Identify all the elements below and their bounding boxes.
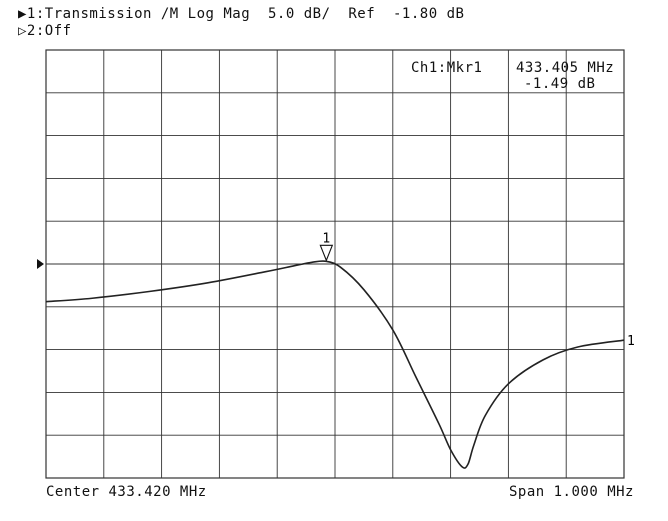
- span-frequency: Span 1.000 MHz: [508, 484, 634, 500]
- center-frequency: Center 433.420 MHz: [46, 484, 207, 500]
- marker-1-number: 1: [322, 231, 330, 246]
- marker-label: Ch1:Mkr1: [411, 60, 483, 76]
- marker-frequency: 433.405 MHz: [516, 60, 615, 76]
- trace2-header: ▷2:Off: [18, 23, 72, 39]
- trace-line: [45, 260, 625, 469]
- trace-end-label: 1: [627, 334, 635, 349]
- trace1-header: ▶1:Transmission /M Log Mag 5.0 dB/ Ref -…: [18, 6, 465, 22]
- reference-level-arrow: [37, 259, 44, 269]
- marker-1-triangle: [319, 244, 334, 262]
- marker-value: -1.49 dB: [524, 76, 596, 92]
